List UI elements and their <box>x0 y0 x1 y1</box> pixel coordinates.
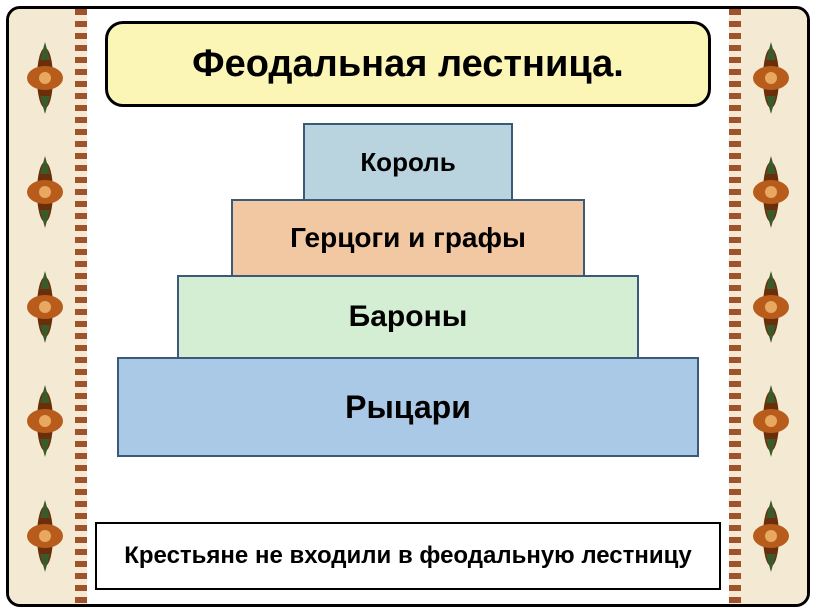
ornament-icon <box>748 261 794 353</box>
ornament-icon <box>22 375 68 467</box>
pyramid-tier-barons: Бароны <box>177 275 639 359</box>
feudal-pyramid: Король Герцоги и графы Бароны Рыцари <box>87 125 729 457</box>
ornament-panel-right <box>735 9 807 604</box>
content-area: Феодальная лестница. Король Герцоги и гр… <box>87 9 729 604</box>
pyramid-tier-king: Король <box>303 123 513 201</box>
ornament-divider <box>729 9 741 604</box>
footer-note: Крестьяне не входили в феодальную лестни… <box>95 522 721 590</box>
slide-frame: Феодальная лестница. Король Герцоги и гр… <box>6 6 810 607</box>
ornament-icon <box>748 32 794 124</box>
pyramid-tier-knights: Рыцари <box>117 357 699 457</box>
ornament-icon <box>748 375 794 467</box>
ornament-panel-left <box>9 9 81 604</box>
ornament-icon <box>748 146 794 238</box>
ornament-icon <box>22 32 68 124</box>
ornament-icon <box>22 146 68 238</box>
ornament-icon <box>22 490 68 582</box>
slide-title: Феодальная лестница. <box>105 21 711 107</box>
ornament-icon <box>748 490 794 582</box>
ornament-divider <box>75 9 87 604</box>
pyramid-tier-dukes: Герцоги и графы <box>231 199 585 277</box>
ornament-icon <box>22 261 68 353</box>
